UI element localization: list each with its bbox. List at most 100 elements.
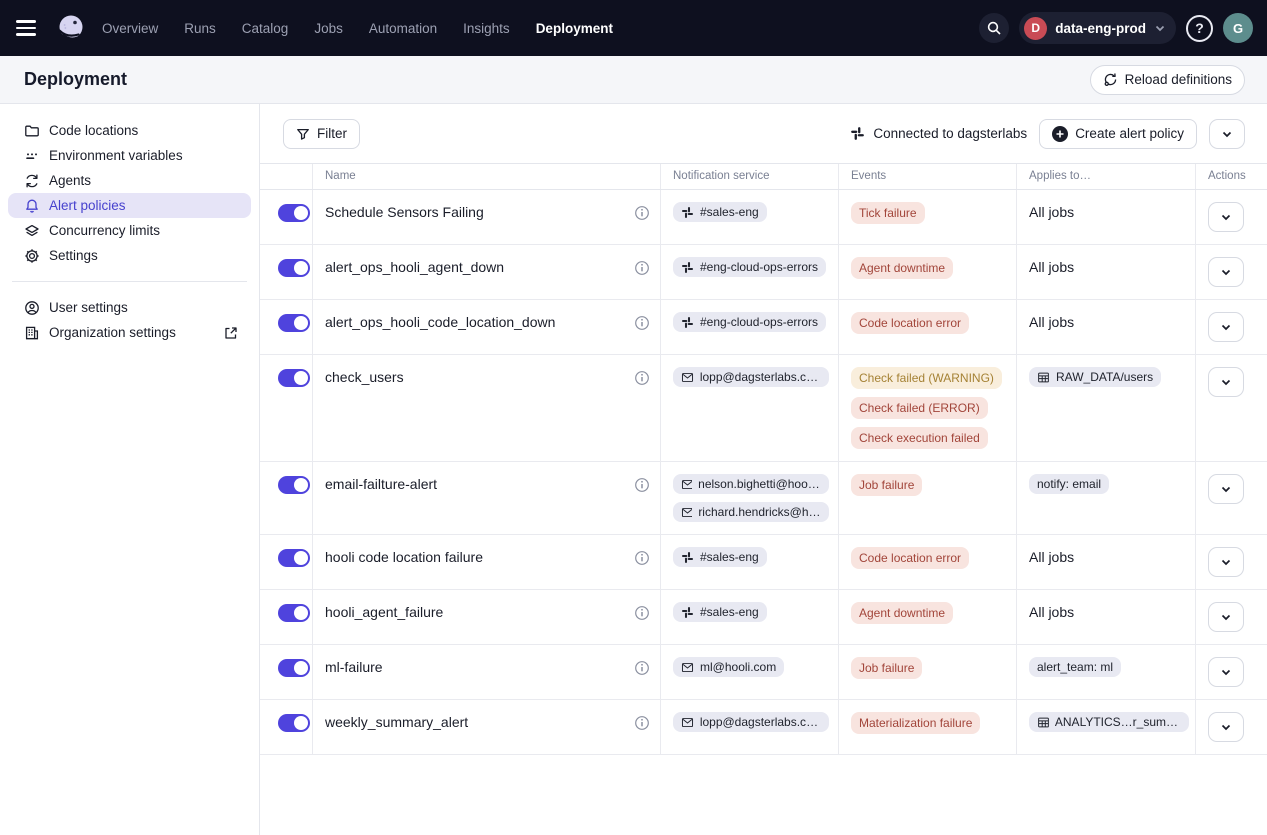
- applies-to-cell: All jobs: [1016, 535, 1195, 589]
- hamburger-menu-icon[interactable]: [16, 15, 42, 41]
- external-link-icon[interactable]: [223, 325, 239, 341]
- nav-item-insights[interactable]: Insights: [463, 20, 510, 36]
- slack-icon: [850, 126, 865, 141]
- policy-enabled-toggle[interactable]: [278, 476, 310, 494]
- chevron-down-icon: [1220, 211, 1232, 223]
- sidebar-item-user-settings[interactable]: User settings: [0, 295, 259, 320]
- policy-name: weekly_summary_alert: [325, 714, 469, 730]
- name-cell: hooli_agent_failure: [312, 590, 660, 644]
- slack-icon: [681, 206, 694, 219]
- policy-enabled-toggle[interactable]: [278, 659, 310, 677]
- info-icon[interactable]: [634, 260, 650, 276]
- row-actions-menu-button[interactable]: [1208, 474, 1244, 504]
- slack-notification-pill: #sales-eng: [673, 547, 767, 567]
- search-button[interactable]: [979, 13, 1010, 43]
- notification-service-cell: #eng-cloud-ops-errors: [660, 245, 838, 299]
- sidebar-item-concurrency-limits[interactable]: Concurrency limits: [0, 218, 259, 243]
- applies-to-label: alert_team: ml: [1037, 660, 1114, 674]
- dagster-logo-icon[interactable]: [56, 13, 86, 43]
- events-cell: Tick failure: [838, 190, 1016, 244]
- applies-to-cell: All jobs: [1016, 190, 1195, 244]
- nav-item-jobs[interactable]: Jobs: [314, 20, 343, 36]
- row-actions-menu-button[interactable]: [1208, 367, 1244, 397]
- events-cell: Code location error: [838, 535, 1016, 589]
- row-actions-menu-button[interactable]: [1208, 312, 1244, 342]
- policy-enabled-toggle[interactable]: [278, 369, 310, 387]
- deployment-name: data-eng-prod: [1055, 20, 1146, 36]
- sidebar-item-organization-settings[interactable]: Organization settings: [0, 320, 259, 345]
- name-cell: alert_ops_hooli_agent_down: [312, 245, 660, 299]
- nav-item-overview[interactable]: Overview: [102, 20, 159, 36]
- chevron-down-icon: [1220, 266, 1232, 278]
- toggle-cell: [260, 245, 312, 299]
- policy-enabled-toggle[interactable]: [278, 259, 310, 277]
- create-alert-policy-button[interactable]: Create alert policy: [1039, 118, 1197, 149]
- sidebar-item-code-locations[interactable]: Code locations: [0, 118, 259, 143]
- column-header-events: Events: [838, 164, 1016, 189]
- tag-pill: alert_team: ml: [1029, 657, 1122, 677]
- row-actions-menu-button[interactable]: [1208, 257, 1244, 287]
- sidebar-item-label: Alert policies: [49, 198, 126, 213]
- slack-notification-pill: #sales-eng: [673, 602, 767, 622]
- notification-service-cell: #sales-eng: [660, 535, 838, 589]
- sidebar-item-alert-policies[interactable]: Alert policies: [8, 193, 251, 218]
- name-cell: email-failture-alert: [312, 462, 660, 534]
- policy-enabled-toggle[interactable]: [278, 714, 310, 732]
- create-alert-policy-menu-button[interactable]: [1209, 118, 1245, 149]
- info-icon[interactable]: [634, 715, 650, 731]
- row-actions-menu-button[interactable]: [1208, 712, 1244, 742]
- nav-item-runs[interactable]: Runs: [184, 20, 216, 36]
- row-actions-menu-button[interactable]: [1208, 657, 1244, 687]
- name-cell: Schedule Sensors Failing: [312, 190, 660, 244]
- sync-icon: [24, 173, 40, 189]
- info-icon[interactable]: [634, 605, 650, 621]
- notification-service-cell: #sales-eng: [660, 590, 838, 644]
- chevron-down-icon: [1220, 483, 1232, 495]
- toggle-cell: [260, 300, 312, 354]
- sidebar-item-settings[interactable]: Settings: [0, 243, 259, 268]
- info-icon[interactable]: [634, 315, 650, 331]
- notification-label: lopp@dagsterlabs.com: [699, 370, 821, 384]
- info-icon[interactable]: [634, 477, 650, 493]
- notification-label: #sales-eng: [700, 550, 759, 564]
- actions-cell: [1195, 535, 1267, 589]
- deployment-switcher[interactable]: D data-eng-prod: [1019, 12, 1176, 44]
- event-badge: Check failed (ERROR): [851, 397, 988, 419]
- name-cell: alert_ops_hooli_code_location_down: [312, 300, 660, 354]
- nav-item-deployment[interactable]: Deployment: [535, 20, 613, 36]
- user-avatar[interactable]: G: [1223, 13, 1253, 43]
- sidebar-item-environment-variables[interactable]: Environment variables: [0, 143, 259, 168]
- policy-enabled-toggle[interactable]: [278, 549, 310, 567]
- row-actions-menu-button[interactable]: [1208, 202, 1244, 232]
- row-actions-menu-button[interactable]: [1208, 602, 1244, 632]
- info-icon[interactable]: [634, 370, 650, 386]
- filter-button[interactable]: Filter: [283, 118, 360, 149]
- actions-cell: [1195, 355, 1267, 461]
- nav-item-catalog[interactable]: Catalog: [241, 20, 289, 36]
- event-badge: Job failure: [851, 474, 923, 496]
- reload-definitions-button[interactable]: Reload definitions: [1089, 64, 1245, 95]
- alert-policy-row: ml-failure ml@hooli.com Job failure alert_t…: [260, 645, 1267, 700]
- chevron-down-icon: [1220, 611, 1232, 623]
- event-badge: Code location error: [851, 312, 970, 334]
- info-icon[interactable]: [634, 205, 650, 221]
- row-actions-menu-button[interactable]: [1208, 547, 1244, 577]
- policy-enabled-toggle[interactable]: [278, 314, 310, 332]
- nav-item-automation[interactable]: Automation: [368, 20, 438, 36]
- policy-enabled-toggle[interactable]: [278, 604, 310, 622]
- table-header-row: Name Notification service Events Applies to…: [260, 164, 1267, 190]
- slack-notification-pill: #sales-eng: [673, 202, 767, 222]
- chevron-down-icon: [1220, 321, 1232, 333]
- sidebar-item-agents[interactable]: Agents: [0, 168, 259, 193]
- actions-cell: [1195, 462, 1267, 534]
- toggle-cell: [260, 355, 312, 461]
- info-icon[interactable]: [634, 660, 650, 676]
- notification-service-cell: lopp@dagsterlabs.com: [660, 700, 838, 754]
- events-cell: Agent downtime: [838, 245, 1016, 299]
- info-icon[interactable]: [634, 550, 650, 566]
- policy-enabled-toggle[interactable]: [278, 204, 310, 222]
- name-cell: weekly_summary_alert: [312, 700, 660, 754]
- notification-label: #sales-eng: [700, 205, 759, 219]
- help-button[interactable]: ?: [1186, 14, 1213, 42]
- policy-name: alert_ops_hooli_code_location_down: [325, 314, 556, 330]
